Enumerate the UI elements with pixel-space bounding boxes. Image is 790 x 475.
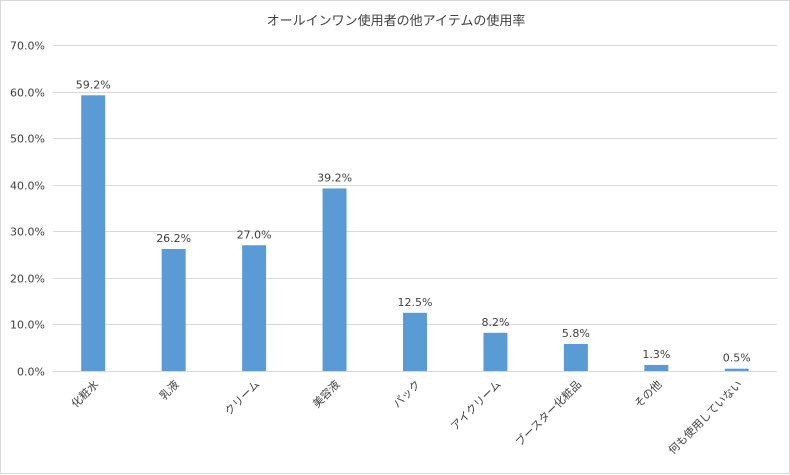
y-tick-label: 20.0% <box>10 273 45 286</box>
y-tick-label: 30.0% <box>10 226 45 239</box>
category-label: 美容液 <box>309 377 342 410</box>
category-label: アイクリーム <box>448 378 503 433</box>
x-axis-categories: 化粧水 乳液 クリーム 美容液 パック アイクリーム ブースター化粧品 その他 何も使用していな… <box>68 377 745 457</box>
y-tick-label: 60.0% <box>10 87 45 100</box>
category-label: 乳液 <box>156 377 181 402</box>
data-label: 27.0% <box>237 228 272 241</box>
category-label: ブースター化粧品 <box>512 377 584 449</box>
bar <box>322 188 347 371</box>
data-label: 0.5% <box>723 352 751 365</box>
data-label: 5.8% <box>562 327 590 340</box>
data-labels: 59.2% 26.2% 27.0% 39.2% 12.5% 8.2% 5.8% 1.3% 0.5… <box>76 78 751 364</box>
y-tick-label: 40.0% <box>10 180 45 193</box>
bar <box>81 95 106 371</box>
data-label: 59.2% <box>76 78 111 91</box>
bar <box>724 368 749 371</box>
category-label: クリーム <box>222 378 262 418</box>
category-label: 何も使用していない <box>666 378 745 457</box>
chart-title: オールインワン使用者の他アイテムの使用率 <box>266 14 526 29</box>
category-label: パック <box>391 378 424 411</box>
data-label: 26.2% <box>156 232 191 245</box>
y-tick-label: 10.0% <box>10 319 45 332</box>
bar <box>644 364 669 371</box>
data-label: 12.5% <box>398 296 433 309</box>
y-axis-ticks: 0.0% 10.0% 20.0% 30.0% 40.0% 50.0% 60.0% 70.0% <box>10 40 45 379</box>
category-label: 化粧水 <box>68 377 101 410</box>
bar <box>403 312 427 371</box>
bar <box>242 245 267 371</box>
data-label: 8.2% <box>481 316 509 329</box>
y-tick-label: 50.0% <box>10 133 45 146</box>
bar <box>483 332 508 371</box>
bars <box>81 95 749 371</box>
bar <box>563 343 588 371</box>
y-tick-label: 0.0% <box>17 366 45 379</box>
data-label: 39.2% <box>317 171 352 184</box>
category-label: その他 <box>632 378 665 411</box>
bar <box>161 248 186 371</box>
y-tick-label: 70.0% <box>10 40 45 53</box>
data-label: 1.3% <box>642 348 670 361</box>
